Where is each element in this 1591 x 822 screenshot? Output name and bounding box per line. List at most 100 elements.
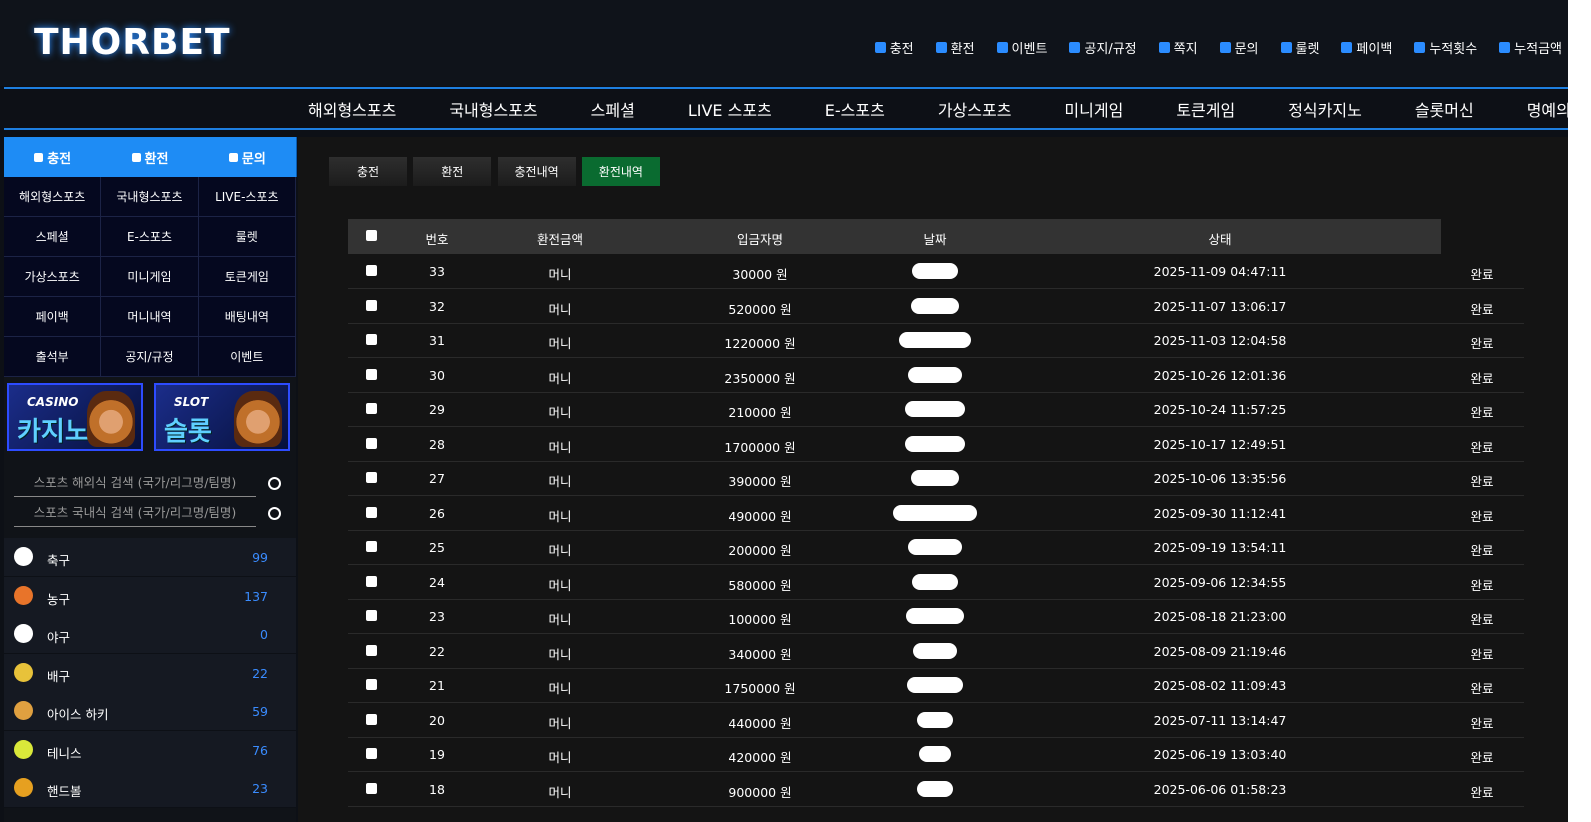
tab[interactable]: 충전내역	[497, 157, 576, 186]
side-menu-item[interactable]: 룰렛	[198, 217, 296, 257]
nav-item[interactable]: LIVE 스포츠	[687, 100, 772, 120]
side-menu-item[interactable]: 공지/규정	[101, 337, 199, 377]
table-row: 30 머니 2350000 원 2025-10-26 12:01:36 완료	[348, 358, 1524, 393]
row-cell: 완료	[1470, 750, 1494, 765]
nav-item[interactable]: 스페셜	[590, 100, 635, 120]
top-link[interactable]: 룰렛	[1280, 38, 1319, 57]
checkbox[interactable]	[366, 506, 377, 518]
table-row: 23 머니 100000 원 2025-08-18 21:23:00 완료	[348, 599, 1524, 634]
sport-row[interactable]: 농구 137	[4, 576, 296, 616]
side-menu-item[interactable]: 해외형스포츠	[4, 177, 102, 217]
top-link-text: 환전	[950, 42, 975, 57]
row-cell: 2025-10-17 12:49:51	[1153, 436, 1287, 452]
top-link[interactable]: 환전	[935, 38, 975, 57]
top-link-text: 페이백	[1356, 42, 1393, 57]
sport-row[interactable]: 아이스 하키 59	[4, 692, 296, 731]
row-cell: 머니	[548, 508, 572, 524]
row-cell: 2025-08-09 21:19:46	[1153, 643, 1287, 659]
checkbox[interactable]	[366, 713, 377, 725]
checkbox[interactable]	[366, 748, 377, 759]
side-menu-item[interactable]: 미니게임	[101, 257, 199, 297]
nav-item[interactable]: 슬롯머신	[1414, 100, 1474, 120]
nav-item[interactable]: 명예의전당	[1526, 100, 1568, 120]
checkbox[interactable]	[366, 782, 377, 794]
top-link[interactable]: 공지/규정	[1069, 38, 1137, 57]
row-cell: 31	[429, 333, 445, 348]
table-row: 24 머니 580000 원 2025-09-06 12:34:55 완료	[348, 565, 1524, 600]
side-menu-item[interactable]: E-스포츠	[101, 217, 199, 257]
logo[interactable]: THORBET	[34, 22, 231, 63]
icon	[1158, 42, 1170, 53]
row-cell: 2025-11-09 04:47:11	[1153, 264, 1287, 279]
search-input[interactable]: 스포츠 해외식 검색 (국가/리그명/팀명)	[14, 470, 256, 497]
checkbox[interactable]	[366, 541, 377, 552]
row-cell: 32	[429, 298, 445, 314]
checkbox[interactable]	[366, 299, 377, 311]
side-menu-item[interactable]: 국내형스포츠	[101, 177, 199, 217]
main-nav: 해외형스포츠 국내형스포츠 스페셜 LIVE 스포츠 E-스포츠 가상스포츠 미니게임 토큰게…	[4, 87, 1568, 130]
top-link[interactable]: 충전	[874, 38, 914, 57]
side-button[interactable]: 충전	[4, 137, 103, 177]
checkbox[interactable]	[366, 644, 377, 656]
side-menu-item[interactable]: LIVE-스포츠	[198, 177, 296, 217]
banner[interactable]: SLOT 슬롯	[154, 383, 290, 451]
sport-row[interactable]: 핸드볼 23	[4, 769, 296, 808]
tab[interactable]: 환전	[413, 157, 492, 186]
row-cell: 22	[429, 643, 445, 659]
checkbox[interactable]	[366, 472, 377, 483]
icon	[1069, 42, 1081, 53]
sport-icon	[14, 701, 33, 720]
checkbox[interactable]	[366, 334, 377, 345]
sport-row[interactable]: 야구 0	[4, 615, 296, 654]
sport-row[interactable]: 테니스 76	[4, 730, 296, 770]
tab[interactable]: 환전내역	[581, 157, 660, 186]
row-cell: 완료	[1470, 267, 1494, 282]
top-link[interactable]: 문의	[1219, 38, 1259, 57]
side-menu-item[interactable]: 토큰게임	[198, 257, 296, 297]
checkbox[interactable]	[366, 679, 377, 690]
redacted-name	[908, 366, 962, 383]
nav-item[interactable]: E-스포츠	[824, 100, 885, 120]
checkbox[interactable]	[366, 403, 377, 414]
side-menu-item[interactable]: 배팅내역	[198, 297, 296, 337]
tab[interactable]: 충전	[329, 157, 407, 186]
table-header: 번호 환전금액 입금자명 날짜 상태	[348, 219, 1441, 254]
nav-item[interactable]: 해외형스포츠	[308, 100, 397, 120]
checkbox[interactable]	[366, 437, 377, 449]
sport-row[interactable]: 배구 22	[4, 653, 296, 693]
side-menu-item[interactable]: 스페셜	[4, 217, 102, 257]
row-cell: 390000 원	[728, 474, 792, 489]
side-button[interactable]: 문의	[198, 137, 297, 177]
checkbox[interactable]	[366, 368, 377, 380]
nav-item[interactable]: 미니게임	[1064, 100, 1124, 120]
side-button[interactable]: 환전	[101, 137, 200, 177]
side-menu-item[interactable]: 이벤트	[198, 337, 296, 377]
banner[interactable]: CASINO 카지노	[7, 383, 143, 451]
sport-row[interactable]: 축구 99	[4, 538, 296, 577]
checkbox[interactable]	[366, 575, 377, 587]
side-menu-item[interactable]: 가상스포츠	[4, 257, 102, 297]
table-row: 31 머니 1220000 원 2025-11-03 12:04:58 완료	[348, 323, 1524, 358]
row-cell: 1700000 원	[724, 439, 796, 455]
nav-item[interactable]: 가상스포츠	[937, 100, 1012, 120]
top-link-text: 문의	[1234, 42, 1259, 57]
top-link[interactable]: 쪽지	[1158, 38, 1198, 57]
side-menu-item[interactable]: 출석부	[4, 337, 102, 377]
top-link[interactable]: 이벤트	[996, 38, 1047, 57]
nav-item[interactable]: 토큰게임	[1176, 100, 1236, 120]
side-menu-item[interactable]: 머니내역	[101, 297, 199, 337]
search-icon[interactable]	[268, 477, 281, 490]
top-link[interactable]: 페이백	[1341, 38, 1392, 57]
checkbox[interactable]	[366, 610, 377, 621]
top-link[interactable]: 누적횟수	[1414, 38, 1477, 57]
checkbox[interactable]	[366, 265, 377, 276]
top-link[interactable]: 누적금액	[1499, 38, 1562, 57]
search-input[interactable]: 스포츠 국내식 검색 (국가/리그명/팀명)	[14, 500, 256, 527]
row-cell: 490000 원	[728, 508, 792, 524]
side-menu-item[interactable]: 페이백	[4, 297, 102, 337]
search-icon[interactable]	[268, 507, 281, 520]
nav-item[interactable]: 정식카지노	[1288, 100, 1362, 120]
nav-item[interactable]: 국내형스포츠	[449, 100, 538, 120]
checkbox[interactable]	[366, 230, 377, 241]
